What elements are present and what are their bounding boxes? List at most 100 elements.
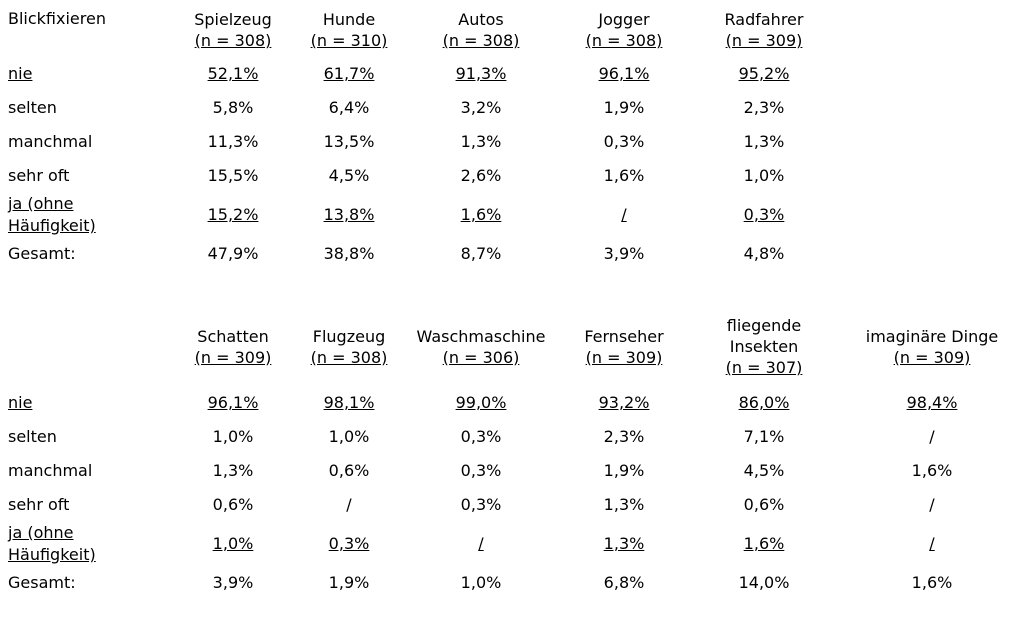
- column-sample-size: (n = 309): [725, 31, 803, 50]
- value: 13,8%: [323, 205, 375, 224]
- column-name: Fernseher: [584, 326, 664, 346]
- value: 1,6%: [911, 461, 953, 480]
- value-cell: 1,9%: [567, 91, 681, 125]
- column-header: Fernseher (n = 309): [567, 313, 681, 386]
- value: 86,0%: [738, 393, 790, 412]
- value: 1,0%: [212, 534, 254, 553]
- value-cell: 93,2%: [567, 386, 681, 420]
- table-row: manchmal 1,3% 0,6% 0,3% 1,9% 4,5% 1,6%: [8, 454, 1017, 488]
- value-cell: 6,8%: [567, 566, 681, 600]
- value-cell: 0,3%: [395, 488, 567, 522]
- column-sample-size: (n = 308): [585, 31, 663, 50]
- value: 3,2%: [460, 98, 502, 117]
- value-cell: 95,2%: [681, 57, 847, 91]
- value-cell: 52,1%: [163, 57, 303, 91]
- column-sample-size: (n = 310): [310, 31, 388, 50]
- value-cell: 1,0%: [681, 159, 847, 193]
- value: 61,7%: [323, 64, 375, 83]
- value: 1,3%: [212, 461, 254, 480]
- column-header: Flugzeug (n = 308): [303, 313, 395, 386]
- value: 2,3%: [603, 427, 645, 446]
- column-sample-size: (n = 309): [893, 347, 971, 367]
- row-label: selten: [8, 98, 57, 117]
- value-cell: 15,5%: [163, 159, 303, 193]
- value: 1,0%: [460, 573, 502, 592]
- value: 0,6%: [743, 495, 785, 514]
- value-cell: 0,6%: [681, 488, 847, 522]
- value: /: [929, 495, 935, 514]
- table-row: sehr oft 0,6% / 0,3% 1,3% 0,6% /: [8, 488, 1017, 522]
- column-header: Radfahrer (n = 309): [681, 6, 847, 57]
- row-label: manchmal: [8, 132, 93, 151]
- value-cell: 1,0%: [303, 420, 395, 454]
- value: 1,6%: [460, 205, 502, 224]
- column-sample-size: (n = 309): [194, 347, 272, 367]
- row-label-cell: sehr oft: [8, 159, 163, 193]
- table-row: ja (ohne Häufigkeit) 15,2% 13,8% 1,6% / 0,3%: [8, 193, 847, 237]
- table-row: ja (ohne Häufigkeit) 1,0% 0,3% / 1,3% 1,6% /: [8, 522, 1017, 566]
- value: 1,0%: [743, 166, 785, 185]
- table-row: nie 96,1% 98,1% 99,0% 93,2% 86,0% 98,4%: [8, 386, 1017, 420]
- value-cell: 13,5%: [303, 125, 395, 159]
- value: 1,3%: [603, 534, 645, 553]
- value: 15,2%: [207, 205, 259, 224]
- value: 96,1%: [598, 64, 650, 83]
- row-label-cell: ja (ohne Häufigkeit): [8, 522, 163, 566]
- value: 98,4%: [906, 393, 958, 412]
- column-name: Flugzeug: [312, 326, 386, 346]
- value-cell: 86,0%: [681, 386, 847, 420]
- column-header: Jogger (n = 308): [567, 6, 681, 57]
- value: 38,8%: [323, 244, 375, 263]
- value-cell: 1,9%: [303, 566, 395, 600]
- column-header: Schatten (n = 309): [163, 313, 303, 386]
- value: 0,3%: [743, 205, 785, 224]
- row-label: manchmal: [8, 461, 93, 480]
- column-sample-size: (n = 306): [442, 347, 520, 367]
- value-cell: 1,3%: [567, 522, 681, 566]
- row-label: sehr oft: [8, 166, 70, 185]
- column-header: Autos (n = 308): [395, 6, 567, 57]
- value: 0,3%: [603, 132, 645, 151]
- value-cell: 98,1%: [303, 386, 395, 420]
- row-label: selten: [8, 427, 57, 446]
- value: 98,1%: [323, 393, 375, 412]
- value-cell: 38,8%: [303, 237, 395, 271]
- value: 91,3%: [455, 64, 507, 83]
- value-cell: 3,2%: [395, 91, 567, 125]
- column-sample-size: (n = 307): [725, 358, 803, 377]
- value: /: [346, 495, 352, 514]
- table-title-cell: [8, 313, 163, 386]
- value: 4,5%: [743, 461, 785, 480]
- value: 5,8%: [212, 98, 254, 117]
- table-row: Gesamt: 47,9% 38,8% 8,7% 3,9% 4,8%: [8, 237, 847, 271]
- value-cell: 1,6%: [567, 159, 681, 193]
- value-cell: /: [303, 488, 395, 522]
- value-cell: 91,3%: [395, 57, 567, 91]
- value-cell: /: [567, 193, 681, 237]
- value-cell: 0,3%: [681, 193, 847, 237]
- row-label-cell: Gesamt:: [8, 566, 163, 600]
- row-label-cell: sehr oft: [8, 488, 163, 522]
- value-cell: 2,3%: [681, 91, 847, 125]
- value-cell: 1,0%: [395, 566, 567, 600]
- value: 15,5%: [207, 166, 259, 185]
- value-cell: 5,8%: [163, 91, 303, 125]
- header-row: Schatten (n = 309) Flugzeug (n = 308) Waschm…: [8, 313, 1017, 386]
- value-cell: 1,9%: [567, 454, 681, 488]
- value: 2,3%: [743, 98, 785, 117]
- value: 1,3%: [603, 495, 645, 514]
- value: 4,8%: [743, 244, 785, 263]
- value-cell: 96,1%: [163, 386, 303, 420]
- column-header: imaginäre Dinge (n = 309): [847, 313, 1017, 386]
- value: 1,3%: [743, 132, 785, 151]
- value: 3,9%: [212, 573, 254, 592]
- value-cell: /: [847, 522, 1017, 566]
- value-cell: 8,7%: [395, 237, 567, 271]
- value-cell: 3,9%: [567, 237, 681, 271]
- row-label-cell: Gesamt:: [8, 237, 163, 271]
- value: /: [478, 534, 484, 553]
- value-cell: /: [847, 488, 1017, 522]
- table-row: selten 1,0% 1,0% 0,3% 2,3% 7,1% /: [8, 420, 1017, 454]
- fixation-table-2: Schatten (n = 309) Flugzeug (n = 308) Waschm…: [8, 313, 1017, 600]
- column-sample-size: (n = 308): [442, 31, 520, 50]
